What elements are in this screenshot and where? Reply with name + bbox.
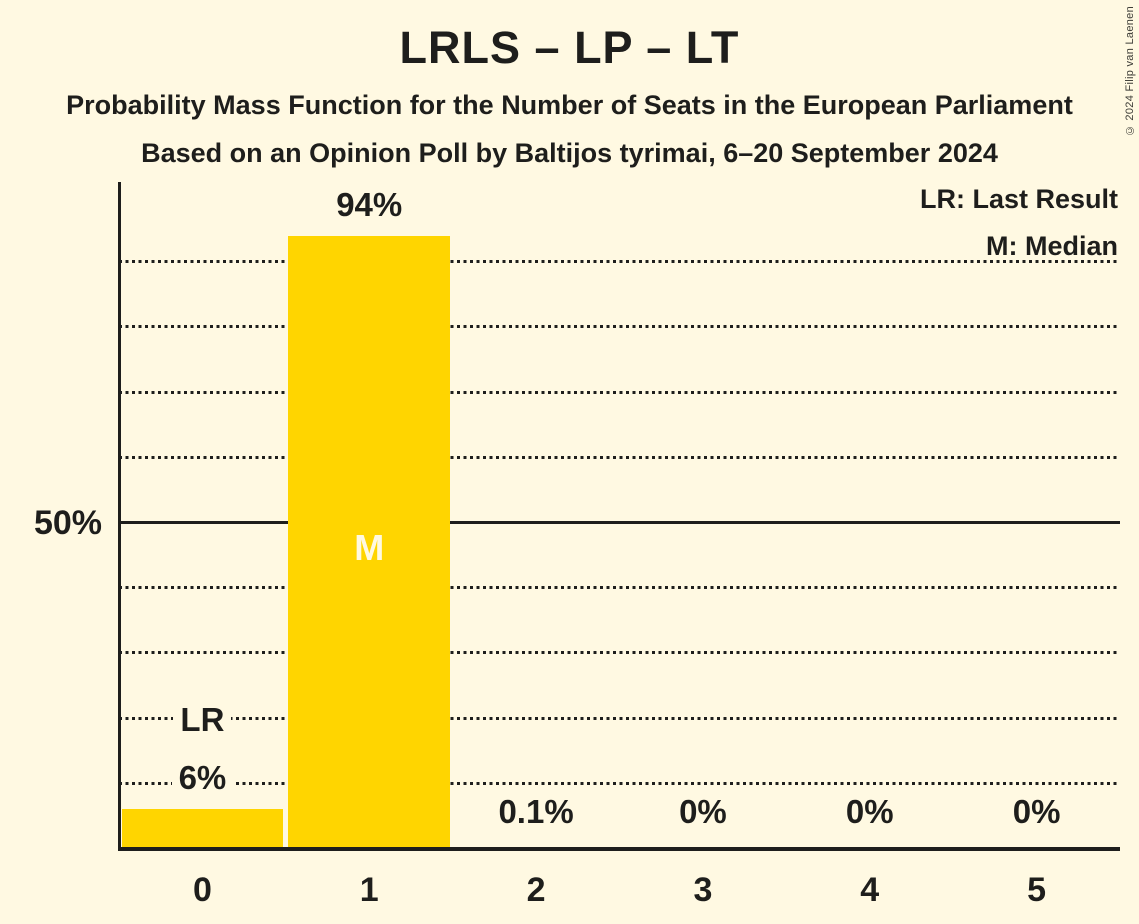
gridline-60pct	[119, 455, 1120, 459]
gridline-40pct	[119, 586, 1120, 590]
chart-subtitle-line1: Probability Mass Function for the Number…	[66, 90, 1073, 120]
median-label: M	[354, 527, 385, 569]
gridline-50pct-solid	[119, 521, 1120, 524]
legend-last-result: LR: Last Result	[919, 184, 1118, 214]
value-label-seat-4: 0%	[786, 791, 953, 833]
y-axis-tick-label-50: 50%	[33, 504, 102, 542]
chart-title: LRLS – LP – LT	[399, 22, 740, 73]
gridline-30pct	[119, 651, 1120, 655]
chart-subtitle-line2: Based on an Opinion Poll by Baltijos tyr…	[141, 138, 998, 168]
value-label-seat-3: 0%	[620, 791, 787, 833]
value-label-seat-2: 0.1%	[453, 791, 620, 833]
gridline-20pct	[119, 716, 1120, 720]
x-axis	[117, 846, 1120, 851]
x-tick-label-2: 2	[526, 871, 546, 909]
value-label-seat-5: 0%	[953, 791, 1120, 833]
x-tick-label-4: 4	[860, 871, 880, 909]
value-label-seat-0: 6%	[119, 757, 286, 800]
y-axis	[117, 182, 121, 851]
x-tick-label-3: 3	[693, 871, 713, 909]
gridline-90pct	[119, 260, 1120, 264]
gridline-80pct	[119, 325, 1120, 329]
value-label-seat-1: 94%	[286, 183, 453, 226]
x-tick-label-5: 5	[1027, 871, 1047, 909]
gridline-10pct	[119, 781, 1120, 785]
x-tick-label-0: 0	[192, 871, 212, 909]
x-tick-label-1: 1	[359, 871, 379, 909]
bar-seat-1	[288, 235, 451, 850]
bar-seat-0	[121, 809, 284, 850]
legend-median: M: Median	[986, 231, 1118, 261]
copyright-notice: © 2024 Filip van Laenen	[1124, 6, 1136, 137]
gridline-70pct	[119, 390, 1120, 394]
last-result-label: LR	[119, 699, 286, 742]
